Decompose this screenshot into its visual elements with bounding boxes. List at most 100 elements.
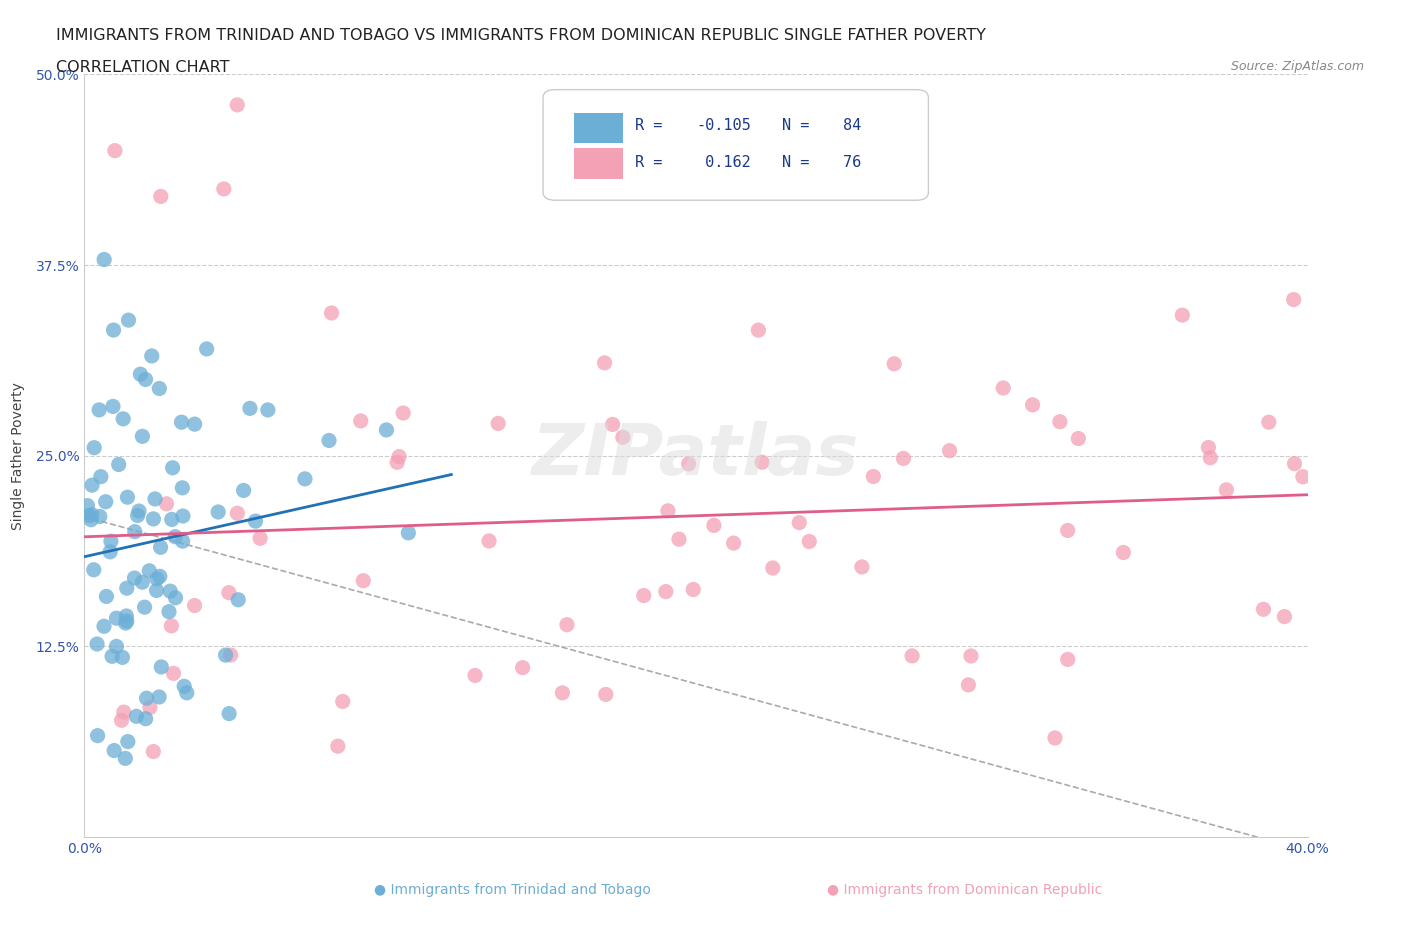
Point: [165, 591, 187, 605]
Point: [602, 417, 624, 432]
Text: N =: N =: [782, 154, 818, 169]
Point: [668, 532, 690, 547]
Point: [172, 509, 194, 524]
Point: [105, 611, 128, 626]
Point: [128, 504, 150, 519]
Point: [1043, 731, 1066, 746]
Point: [170, 415, 193, 430]
Point: [901, 648, 924, 663]
Point: [1292, 470, 1315, 485]
Point: [385, 455, 408, 470]
Point: [111, 650, 134, 665]
Point: [183, 598, 205, 613]
Point: [93, 252, 115, 267]
Point: [101, 649, 124, 664]
Point: [1274, 609, 1296, 624]
Point: [883, 356, 905, 371]
Point: [478, 534, 501, 549]
Point: [131, 429, 153, 444]
Point: [117, 734, 139, 749]
Point: [141, 349, 163, 364]
Point: [103, 743, 125, 758]
Point: [89, 509, 111, 524]
Text: 84: 84: [842, 118, 860, 133]
Point: [993, 380, 1015, 395]
Text: 76: 76: [842, 154, 860, 169]
Point: [1253, 602, 1275, 617]
Point: [159, 584, 181, 599]
Point: [249, 531, 271, 546]
Point: [195, 341, 218, 356]
Point: [160, 618, 183, 633]
Point: [633, 588, 655, 603]
Point: [139, 700, 162, 715]
Point: [1067, 432, 1090, 446]
Point: [219, 647, 242, 662]
Point: [103, 323, 125, 338]
Point: [148, 689, 170, 704]
FancyBboxPatch shape: [574, 149, 623, 179]
Point: [593, 355, 616, 370]
Point: [124, 525, 146, 539]
Point: [129, 366, 152, 381]
Point: [1056, 523, 1078, 538]
Point: [1171, 308, 1194, 323]
Point: [612, 430, 634, 445]
Point: [183, 417, 205, 432]
Point: [104, 143, 127, 158]
Point: [165, 529, 187, 544]
Point: [146, 571, 169, 586]
Point: [326, 738, 349, 753]
Point: [80, 507, 103, 522]
Point: [239, 401, 262, 416]
Text: Source: ZipAtlas.com: Source: ZipAtlas.com: [1230, 60, 1364, 73]
Point: [226, 98, 249, 113]
Point: [135, 691, 157, 706]
Point: [555, 618, 578, 632]
Point: [150, 659, 173, 674]
Point: [162, 460, 184, 475]
Point: [112, 705, 135, 720]
Point: [321, 306, 343, 321]
Point: [1021, 397, 1043, 412]
Point: [787, 515, 810, 530]
Point: [332, 694, 354, 709]
Point: [149, 540, 172, 555]
Point: [105, 639, 128, 654]
Point: [90, 470, 112, 485]
Point: [655, 584, 678, 599]
Point: [1199, 450, 1222, 465]
Point: [960, 648, 983, 663]
Point: [207, 505, 229, 520]
Point: [1112, 545, 1135, 560]
Point: [218, 706, 240, 721]
Point: [173, 679, 195, 694]
Point: [1056, 652, 1078, 667]
Point: [135, 372, 157, 387]
Point: [245, 513, 267, 528]
Point: [155, 497, 177, 512]
Y-axis label: Single Father Poverty: Single Father Poverty: [10, 381, 24, 530]
Point: [135, 711, 157, 726]
Point: [751, 455, 773, 470]
Text: ● Immigrants from Trinidad and Tobago: ● Immigrants from Trinidad and Tobago: [374, 883, 651, 897]
Point: [101, 399, 124, 414]
Point: [396, 525, 419, 540]
Point: [117, 490, 139, 505]
Point: [100, 534, 122, 549]
Point: [226, 506, 249, 521]
Point: [138, 564, 160, 578]
Text: ● Immigrants from Dominican Republic: ● Immigrants from Dominican Republic: [828, 883, 1102, 897]
Point: [114, 616, 136, 631]
Point: [1197, 440, 1219, 455]
Point: [352, 573, 374, 588]
Point: [94, 495, 117, 510]
Point: [678, 457, 700, 472]
Point: [114, 751, 136, 765]
Point: [86, 728, 108, 743]
Point: [1284, 457, 1306, 472]
Point: [157, 604, 180, 619]
Point: [83, 440, 105, 455]
Point: [107, 457, 129, 472]
Point: [388, 449, 411, 464]
